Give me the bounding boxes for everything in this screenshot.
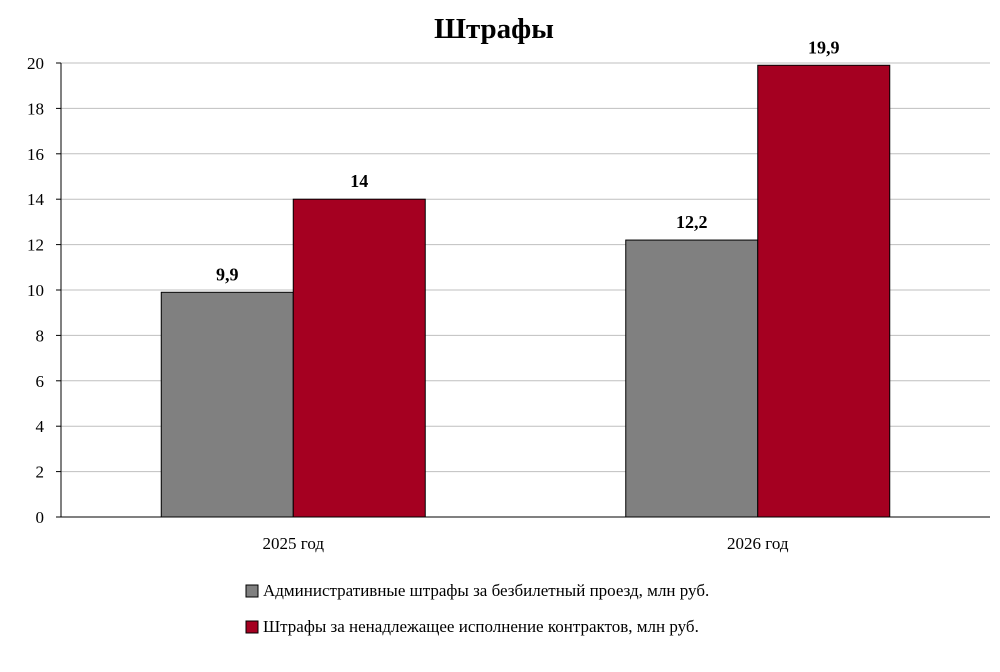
bars bbox=[160, 64, 891, 518]
legend-swatch bbox=[245, 620, 259, 634]
y-tick-label: 8 bbox=[36, 326, 45, 345]
bar-series-1-1 bbox=[160, 291, 294, 518]
data-label: 19,9 bbox=[808, 37, 840, 57]
data-labels: 9,9 14 12,2 19,9 bbox=[216, 37, 840, 284]
data-label: 9,9 bbox=[216, 264, 239, 284]
y-tick-label: 16 bbox=[27, 145, 44, 164]
legend-label: Административные штрафы за безбилетный п… bbox=[263, 581, 709, 600]
bar-series-1-2 bbox=[625, 239, 759, 518]
y-tick-label: 12 bbox=[27, 236, 44, 255]
y-tick-label: 6 bbox=[36, 372, 45, 391]
y-tick-label: 14 bbox=[27, 190, 45, 209]
y-tick-label: 20 bbox=[27, 54, 44, 73]
legend: Административные штрафы за безбилетный п… bbox=[245, 581, 709, 636]
y-tick-label: 18 bbox=[27, 99, 44, 118]
x-category-label: 2026 год bbox=[727, 534, 789, 553]
data-label: 14 bbox=[350, 171, 368, 191]
y-tick-label: 10 bbox=[27, 281, 44, 300]
data-label: 12,2 bbox=[676, 212, 708, 232]
axes: 0 2 4 6 8 10 12 14 16 18 20 2025 год 2026 год bbox=[27, 54, 990, 553]
bar-series-2-1 bbox=[292, 198, 426, 518]
x-category-label: 2025 год bbox=[263, 534, 325, 553]
y-tick-label: 4 bbox=[36, 417, 45, 436]
bar-series-2-2 bbox=[757, 64, 891, 518]
legend-swatch bbox=[245, 584, 259, 598]
y-tick-label: 0 bbox=[36, 508, 45, 527]
y-tick-label: 2 bbox=[36, 463, 45, 482]
legend-label: Штрафы за ненадлежащее исполнение контра… bbox=[263, 617, 699, 636]
chart-title: Штрафы bbox=[434, 13, 554, 45]
